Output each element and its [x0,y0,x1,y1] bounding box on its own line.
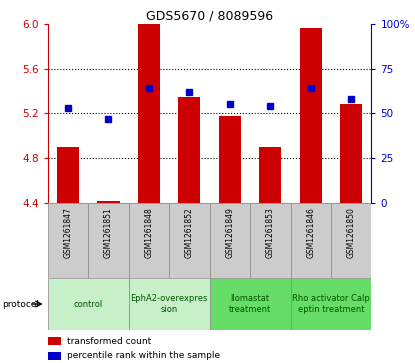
Text: EphA2-overexpres
sion: EphA2-overexpres sion [130,294,208,314]
Bar [178,97,200,203]
Bar [169,203,210,278]
Bar [290,278,371,330]
Bar [48,203,88,278]
Text: GSM1261847: GSM1261847 [63,207,73,258]
Text: percentile rank within the sample: percentile rank within the sample [67,351,220,360]
Text: control: control [73,299,103,309]
Text: transformed count: transformed count [67,337,151,346]
Bar [210,203,250,278]
Title: GDS5670 / 8089596: GDS5670 / 8089596 [146,9,273,23]
Bar [300,28,322,203]
Bar [48,278,129,330]
Text: Rho activator Calp
eptin treatment: Rho activator Calp eptin treatment [292,294,370,314]
Text: GSM1261852: GSM1261852 [185,207,194,258]
Bar [138,24,160,203]
Bar [48,351,61,360]
Text: GSM1261846: GSM1261846 [306,207,315,258]
Bar [331,203,371,278]
Bar [210,278,290,330]
Bar [129,203,169,278]
Text: GSM1261851: GSM1261851 [104,207,113,258]
Text: llomastat
treatment: llomastat treatment [229,294,271,314]
Text: GSM1261848: GSM1261848 [144,207,154,258]
Bar [97,201,120,203]
Text: protocol: protocol [2,299,39,309]
Bar [57,147,79,203]
Bar [129,278,210,330]
Bar [340,105,362,203]
Bar [219,116,241,203]
Bar [259,147,281,203]
Bar [88,203,129,278]
Bar [250,203,290,278]
Bar [48,337,61,345]
Bar [290,203,331,278]
Text: GSM1261850: GSM1261850 [347,207,356,258]
Text: GSM1261853: GSM1261853 [266,207,275,258]
Text: GSM1261849: GSM1261849 [225,207,234,258]
